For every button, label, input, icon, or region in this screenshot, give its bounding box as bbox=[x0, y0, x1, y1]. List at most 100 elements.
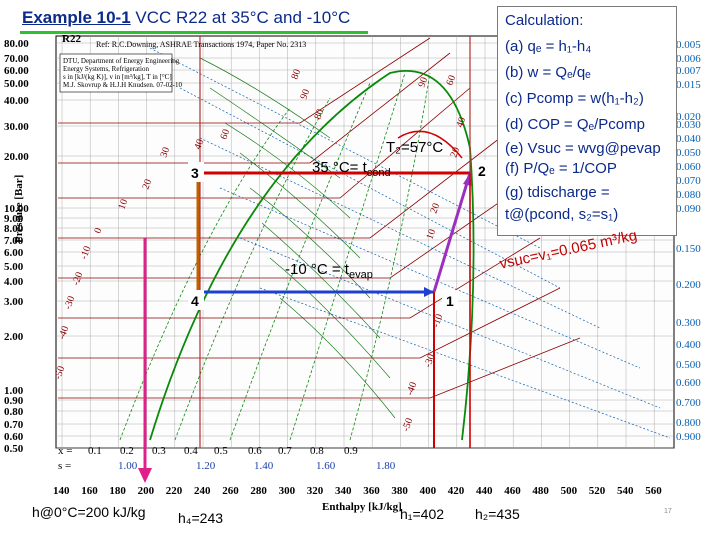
y-tick-label: 0.60 bbox=[4, 431, 24, 443]
y-tick-label: 8.00 bbox=[4, 223, 24, 235]
specific-volume-value: 0.030 bbox=[676, 119, 701, 131]
isotherm-label: 0 bbox=[92, 227, 104, 235]
specific-volume-value: 0.500 bbox=[676, 359, 701, 371]
point-4-label: 4 bbox=[191, 293, 199, 309]
saturation-dome bbox=[149, 70, 475, 441]
y-tick-label: 80.00 bbox=[4, 38, 29, 50]
y-tick-label: 10.00 bbox=[4, 203, 29, 215]
x-tick-label: 420 bbox=[448, 485, 465, 497]
quality-line bbox=[349, 72, 431, 441]
h4-label: h₄=243 bbox=[178, 510, 224, 526]
specific-volume-value: 0.150 bbox=[676, 243, 701, 255]
entropy-value: 1.00 bbox=[118, 460, 138, 472]
specific-volume-value: 0.200 bbox=[676, 279, 701, 291]
y-tick-label: 50.00 bbox=[4, 78, 29, 90]
y-tick-label: 5.00 bbox=[4, 261, 24, 273]
entropy-value: 1.20 bbox=[196, 460, 216, 472]
quality-value: 0.5 bbox=[214, 445, 228, 457]
quality-line bbox=[119, 107, 291, 441]
y-tick-label: 6.00 bbox=[4, 247, 24, 259]
t2-arc bbox=[397, 130, 463, 159]
isotherm-label: 10 bbox=[424, 228, 438, 241]
h1-label: h₁=402 bbox=[400, 506, 445, 522]
isotherm-label: -20 bbox=[70, 271, 85, 287]
quality-value: 0.6 bbox=[248, 445, 262, 457]
x-tick-label: 260 bbox=[222, 485, 239, 497]
point-3-label: 3 bbox=[191, 165, 199, 181]
quality-value: 0.3 bbox=[152, 445, 166, 457]
quality-row-label: x = bbox=[58, 445, 72, 457]
isotherm-label: -30 bbox=[62, 295, 77, 311]
x-tick-label: 380 bbox=[391, 485, 408, 497]
calculation-panel bbox=[497, 6, 677, 236]
specific-volume-value: 0.600 bbox=[676, 377, 701, 389]
specific-volume-value: 0.700 bbox=[676, 397, 701, 409]
x-tick-label: 540 bbox=[617, 485, 634, 497]
entropy-row-label: s = bbox=[58, 460, 71, 472]
calc-line-b: (b) w = Qₑ/qₑ bbox=[505, 64, 591, 81]
isotherm-label: 10 bbox=[116, 198, 130, 211]
x-tick-label: 300 bbox=[279, 485, 296, 497]
specific-volume-value: 0.800 bbox=[676, 417, 701, 429]
calc-line-d: (d) COP = Qₑ/Pcomp bbox=[505, 116, 645, 133]
entropy-value: 1.40 bbox=[254, 460, 274, 472]
isotherm-label: 30 bbox=[158, 146, 172, 159]
point-2-label: 2 bbox=[478, 163, 486, 179]
y-tick-label: 2.00 bbox=[4, 331, 24, 343]
calc-line-c: (c) Pcomp = w(h₁-h₂) bbox=[505, 90, 644, 107]
y-tick-label: 4.00 bbox=[4, 276, 24, 288]
h2-label: h₂=435 bbox=[475, 506, 520, 522]
y-axis-label: Pressure [Bar] bbox=[13, 175, 25, 243]
specific-volume-value: 0.007 bbox=[676, 65, 701, 77]
info-line-1: DTU, Department of Energy Engineering bbox=[63, 57, 180, 65]
x-tick-label: 160 bbox=[81, 485, 98, 497]
y-tick-label: 3.00 bbox=[4, 296, 24, 308]
calc-line-g2: t@(pcond, s₂=s₁) bbox=[505, 206, 619, 223]
tevap-label-main: -10 °C = t bbox=[285, 261, 350, 278]
slide-title: Example 10-1 VCC R22 at 35°C and -10°C bbox=[22, 8, 350, 28]
y-tick-label: 60.00 bbox=[4, 65, 29, 77]
isotherm-label: 20 bbox=[448, 146, 462, 159]
y-tick-label: 0.80 bbox=[4, 406, 24, 418]
entropy-value: 1.80 bbox=[376, 460, 396, 472]
tcond-label-main: 35 °C= t bbox=[312, 159, 368, 176]
specific-volume-value: 0.060 bbox=[676, 161, 701, 173]
quality-value: 0.9 bbox=[344, 445, 358, 457]
isotherm-label: 80 bbox=[312, 108, 326, 121]
isotherm-label: -50 bbox=[400, 417, 415, 433]
reference-text: Ref: R.C.Downing, ASHRAE Transactions 19… bbox=[96, 40, 306, 49]
title-underline bbox=[20, 31, 368, 34]
info-line-2: Energy Systems, Refrigeration bbox=[63, 65, 149, 73]
quality-line bbox=[174, 97, 331, 441]
calc-line-f: (f) P/Qₑ = 1/COP bbox=[505, 160, 617, 177]
y-tick-label: 0.50 bbox=[4, 443, 24, 455]
x-tick-label: 200 bbox=[138, 485, 155, 497]
refrigerant-label: R22 bbox=[62, 33, 81, 45]
x-tick-label: 520 bbox=[589, 485, 606, 497]
quality-values: 0.1 0.2 0.3 0.4 0.5 0.6 0.7 0.8 0.9 bbox=[88, 445, 358, 457]
y-tick-label: 1.00 bbox=[4, 385, 24, 397]
quality-line bbox=[289, 72, 406, 441]
x-tick-label: 240 bbox=[194, 485, 211, 497]
x-tick-label: 480 bbox=[532, 485, 549, 497]
specific-volume-value: 0.005 bbox=[676, 39, 701, 51]
y-tick-label: 20.00 bbox=[4, 151, 29, 163]
tcond-label: 35 °C= tcond bbox=[312, 159, 391, 179]
isotherm-label: 60 bbox=[218, 128, 232, 141]
h0-arrow bbox=[138, 468, 152, 483]
tevap-label: -10 °C = tevap bbox=[285, 261, 373, 281]
isotherm-label: 90 bbox=[416, 76, 430, 89]
x-axis-label: Enthalpy [kJ/kg] bbox=[322, 501, 402, 513]
y-tick-label: 0.70 bbox=[4, 419, 24, 431]
entropy-value: 1.60 bbox=[316, 460, 336, 472]
point-2-bg bbox=[474, 160, 490, 180]
tcond-label-sub: cond bbox=[367, 167, 391, 179]
specific-volume-value: 0.050 bbox=[676, 147, 701, 159]
y-tick-label: 30.00 bbox=[4, 121, 29, 133]
isotherm-label: 80 bbox=[289, 68, 303, 81]
point-1-label: 1 bbox=[446, 293, 454, 309]
calculation-heading: Calculation: bbox=[505, 12, 584, 29]
calc-line-g: (g) tdischarge = bbox=[505, 184, 610, 201]
